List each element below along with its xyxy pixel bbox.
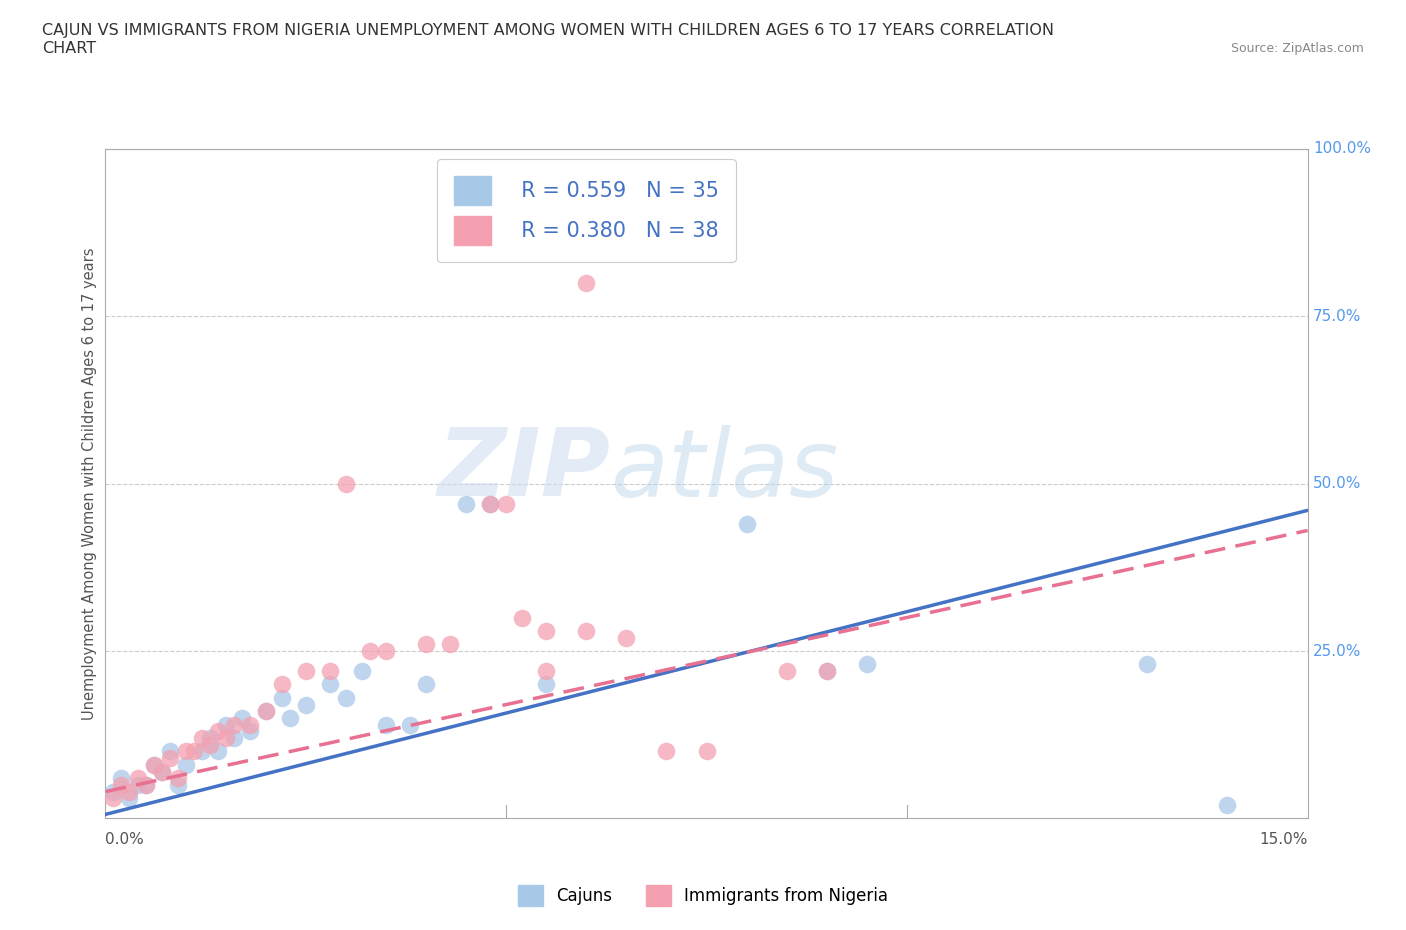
Point [142,757,165,772]
Point [534,664,557,679]
Text: 15.0%: 15.0% [1260,832,1308,847]
Point [127,777,149,792]
Point [118,784,141,799]
Point [479,497,502,512]
Point [127,771,149,786]
Point [359,644,381,658]
Point [319,677,342,692]
Text: 50.0%: 50.0% [1313,476,1361,491]
Point [135,777,157,792]
Point [454,497,477,512]
Point [495,497,517,512]
Text: 25.0%: 25.0% [1313,644,1361,658]
Point [110,771,132,786]
Legend:   R = 0.559   N = 35,   R = 0.380   N = 38: R = 0.559 N = 35, R = 0.380 N = 38 [437,159,735,262]
Point [415,677,437,692]
Point [159,744,181,759]
Point [198,737,221,752]
Point [295,664,318,679]
Legend: Cajuns, Immigrants from Nigeria: Cajuns, Immigrants from Nigeria [512,879,894,912]
Point [239,717,262,732]
Point [270,677,292,692]
Point [278,711,301,725]
Point [815,664,838,679]
Text: 75.0%: 75.0% [1313,309,1361,324]
Point [198,731,221,746]
Point [439,637,461,652]
Point [214,731,236,746]
Point [103,790,125,805]
Point [231,711,253,725]
Text: ZIP: ZIP [437,424,610,516]
Point [350,664,373,679]
Text: Source: ZipAtlas.com: Source: ZipAtlas.com [1230,42,1364,55]
Point [335,690,357,705]
Point [1136,657,1159,671]
Point [534,623,557,638]
Point [214,717,236,732]
Text: 100.0%: 100.0% [1313,141,1371,156]
Point [319,664,342,679]
Point [335,476,357,491]
Point [815,664,838,679]
Point [735,516,758,531]
Point [207,724,229,738]
Point [510,610,533,625]
Point [166,777,188,792]
Point [696,744,718,759]
Point [374,644,398,658]
Point [222,717,245,732]
Point [159,751,181,765]
Point [616,631,638,645]
Point [142,757,165,772]
Point [534,677,557,692]
Point [190,731,212,746]
Point [575,275,598,290]
Point [415,637,437,652]
Point [222,731,245,746]
Point [655,744,678,759]
Point [855,657,877,671]
Point [776,664,799,679]
Point [166,771,188,786]
Point [135,777,157,792]
Point [183,744,205,759]
Point [207,744,229,759]
Point [174,744,197,759]
Text: CAJUN VS IMMIGRANTS FROM NIGERIA UNEMPLOYMENT AMONG WOMEN WITH CHILDREN AGES 6 T: CAJUN VS IMMIGRANTS FROM NIGERIA UNEMPLO… [42,23,1054,56]
Point [254,704,277,719]
Point [150,764,173,779]
Point [110,777,132,792]
Point [575,623,598,638]
Point [118,790,141,805]
Point [150,764,173,779]
Y-axis label: Unemployment Among Women with Children Ages 6 to 17 years: Unemployment Among Women with Children A… [82,247,97,720]
Point [270,690,292,705]
Point [103,784,125,799]
Point [1216,798,1239,813]
Point [295,698,318,712]
Text: 0.0%: 0.0% [105,832,145,847]
Point [239,724,262,738]
Point [190,744,212,759]
Point [399,717,422,732]
Point [174,757,197,772]
Point [254,704,277,719]
Point [479,497,502,512]
Text: atlas: atlas [610,425,838,516]
Point [374,717,398,732]
